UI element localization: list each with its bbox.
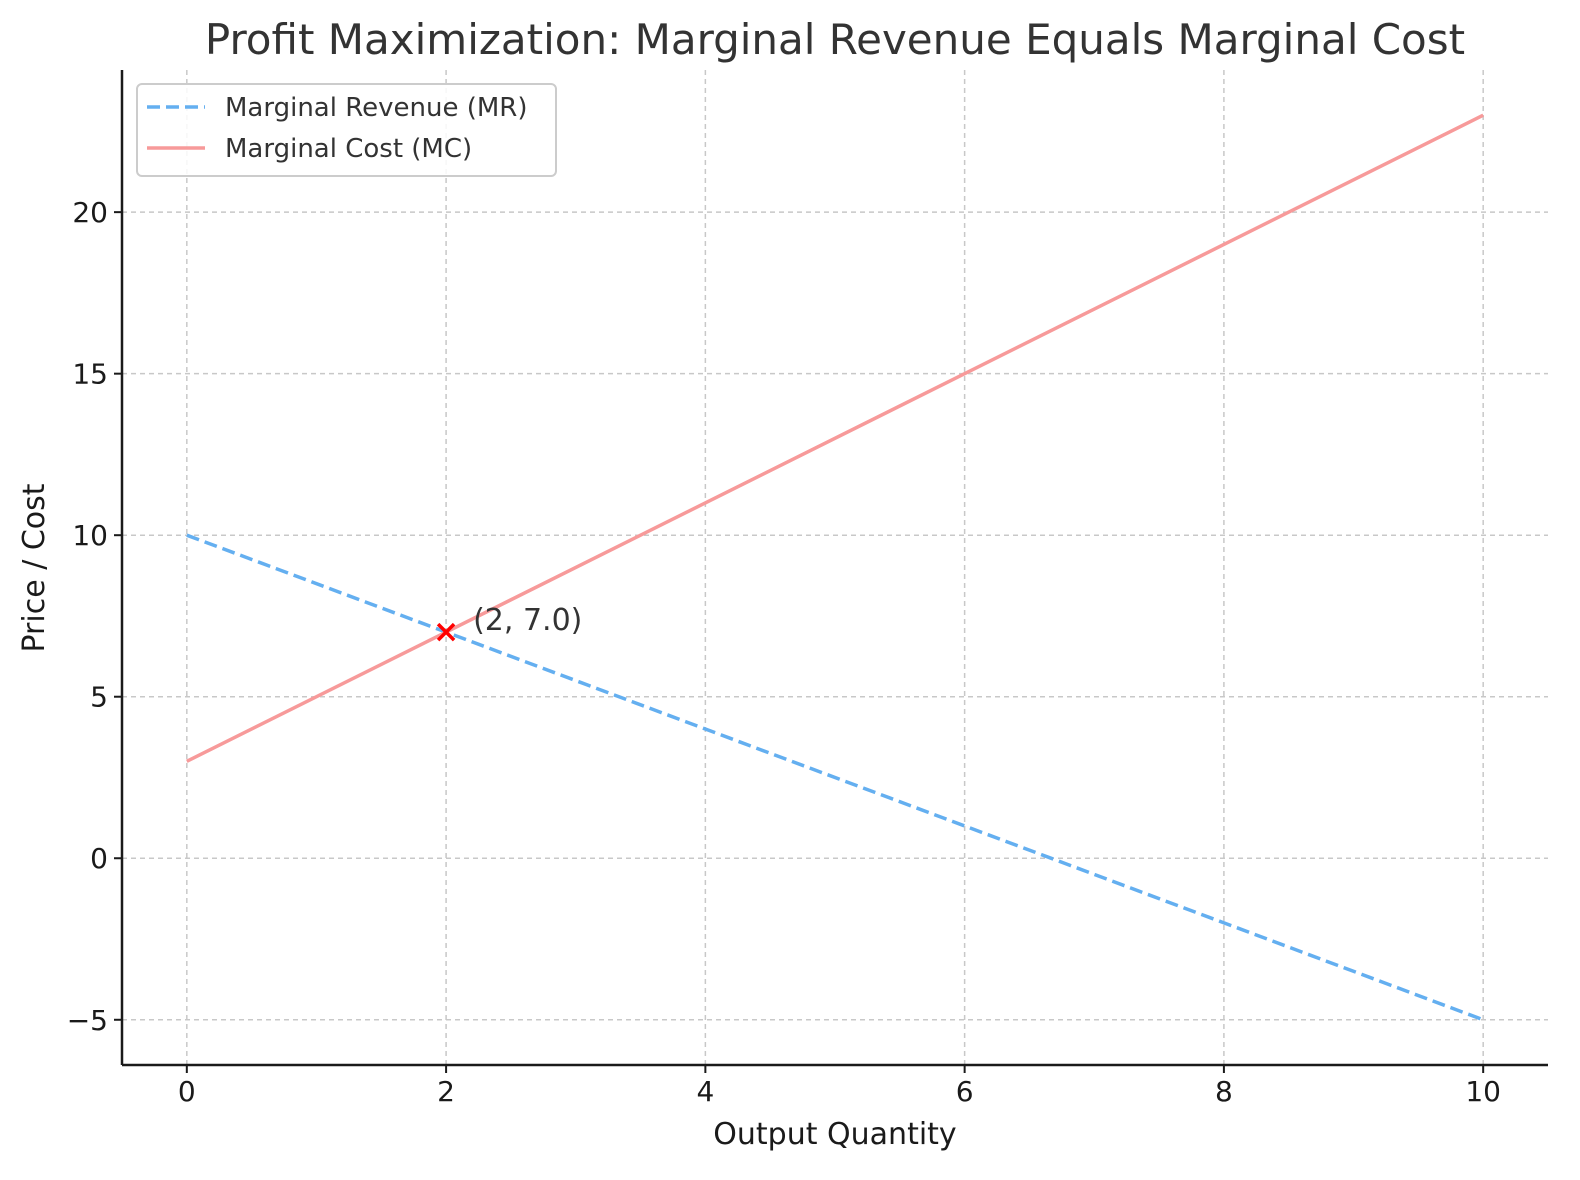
x-tick-label: 4 xyxy=(696,1075,714,1108)
y-tick-label: 10 xyxy=(72,519,108,552)
legend-box xyxy=(136,83,557,177)
ticks: 0 2 4 6 8 10 −5 0 5 10 15 20 xyxy=(67,196,1501,1108)
y-tick-label: 5 xyxy=(90,681,108,714)
marker-layer: (2, 7.0) xyxy=(436,603,582,642)
x-tick-label: 8 xyxy=(1215,1075,1233,1108)
intersection-marker-stroke xyxy=(436,622,456,642)
x-tick-label: 10 xyxy=(1465,1075,1501,1108)
legend-label-mc: Marginal Cost (MC) xyxy=(225,134,472,164)
series-layer xyxy=(186,113,1484,1022)
y-tick-label: 15 xyxy=(72,358,108,391)
chart-title: Profit Maximization: Marginal Revenue Eq… xyxy=(205,15,1465,64)
axes xyxy=(120,70,1548,1067)
y-tick-label: −5 xyxy=(67,1004,108,1037)
grid xyxy=(122,70,1548,1065)
x-tick-label: 6 xyxy=(956,1075,974,1108)
x-tick-label: 2 xyxy=(437,1075,455,1108)
legend: Marginal Revenue (MR) Marginal Cost (MC) xyxy=(136,83,557,177)
series-line-mc xyxy=(186,113,1484,763)
y-tick-label: 20 xyxy=(72,196,108,229)
intersection-label: (2, 7.0) xyxy=(473,603,582,638)
legend-label-mr: Marginal Revenue (MR) xyxy=(225,93,528,123)
series-line-mr xyxy=(186,533,1484,1022)
y-axis-label: Price / Cost xyxy=(17,483,52,652)
y-tick-label: 0 xyxy=(90,842,108,875)
x-axis-label: Output Quantity xyxy=(713,1117,956,1152)
x-tick-label: 0 xyxy=(178,1075,196,1108)
